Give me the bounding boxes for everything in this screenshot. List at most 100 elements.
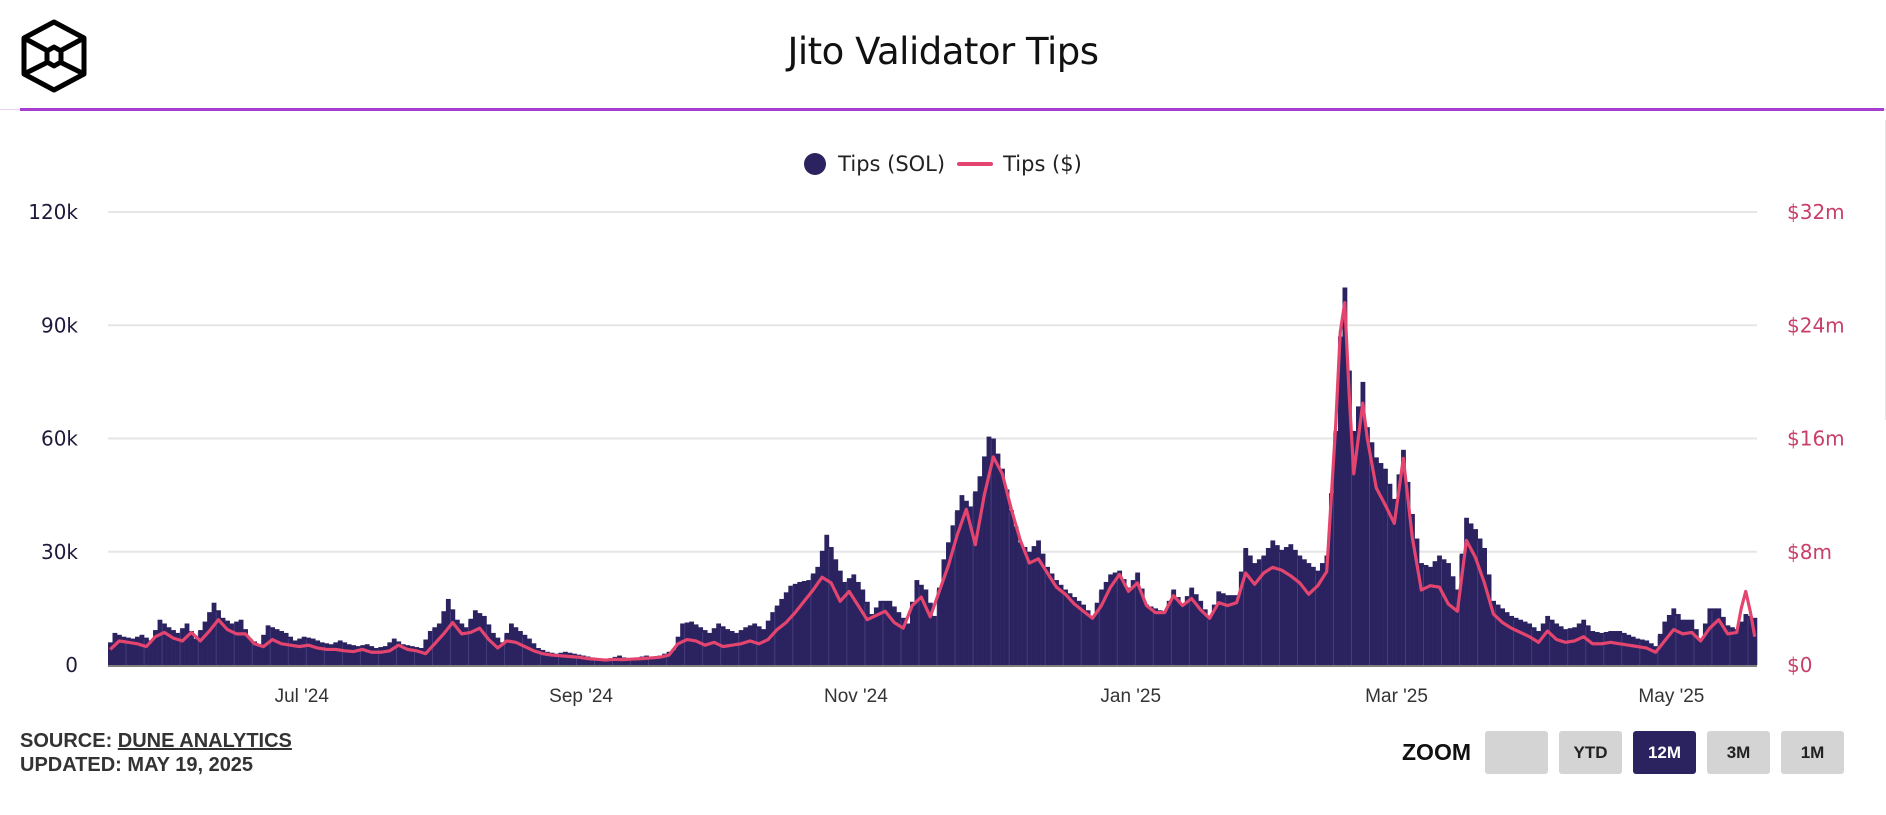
sol-bar	[1383, 468, 1388, 665]
sol-bar	[1711, 608, 1717, 666]
sol-bar	[400, 644, 406, 665]
sol-bar	[1464, 517, 1469, 665]
sol-bar	[1743, 614, 1749, 665]
sol-bar	[1626, 634, 1632, 665]
y-left-tick-label: 60k	[41, 427, 78, 451]
sol-bar	[1036, 540, 1041, 665]
sol-bar	[964, 500, 969, 665]
sol-bar	[112, 632, 118, 665]
zoom-button-12m[interactable]: 12M	[1633, 731, 1696, 774]
sol-bar	[1135, 572, 1141, 665]
sol-bar	[1527, 623, 1533, 665]
sol-bar	[662, 653, 667, 665]
sol-bar	[743, 627, 749, 665]
sol-bar	[504, 632, 510, 665]
sol-bar	[1495, 604, 1501, 665]
sol-bar	[369, 646, 375, 666]
sol-bar	[1306, 563, 1312, 665]
y-right-tick-label: $24m	[1787, 313, 1845, 337]
sol-bar	[603, 658, 609, 665]
sol-bar	[891, 606, 897, 665]
sol-bar	[220, 617, 226, 665]
sol-bar	[684, 622, 690, 665]
zoom-button-1m[interactable]: 1M	[1781, 731, 1844, 774]
sol-bar	[256, 644, 262, 665]
sol-bar	[1671, 608, 1677, 666]
sol-bar	[1027, 551, 1032, 665]
sol-bar	[297, 638, 303, 665]
sol-bar	[337, 640, 343, 665]
sol-bar	[1166, 600, 1172, 665]
sol-bar	[801, 581, 807, 665]
sol-bar	[905, 623, 911, 665]
source-link[interactable]: DUNE ANALYTICS	[117, 730, 292, 752]
sol-bar	[1342, 287, 1348, 665]
sol-bar	[1040, 553, 1046, 665]
sol-bar	[747, 625, 753, 665]
sol-bar	[108, 642, 113, 665]
legend-label-sol: Tips (SOL)	[838, 152, 946, 176]
sol-bar	[310, 638, 316, 665]
zoom-button-all[interactable]	[1485, 731, 1548, 774]
sol-bar	[567, 652, 573, 665]
sol-bar	[342, 642, 348, 665]
sol-bar	[126, 637, 131, 665]
sol-bar	[1698, 638, 1704, 665]
sol-bar	[1378, 463, 1384, 665]
sol-bar	[797, 581, 803, 665]
sol-bar	[1572, 627, 1578, 665]
sol-bar	[445, 598, 451, 665]
sol-bar	[608, 658, 613, 665]
sol-bar	[243, 629, 248, 665]
sol-bar	[1639, 639, 1645, 665]
sol-bar	[315, 640, 321, 665]
sol-bar	[1612, 631, 1618, 665]
sol-bar	[1513, 617, 1519, 665]
zoom-button-3m[interactable]: 3M	[1707, 731, 1770, 774]
y-right-tick-label: $8m	[1787, 540, 1832, 564]
sol-bar	[1635, 638, 1641, 665]
sol-bar	[360, 645, 366, 665]
sol-bar	[1265, 547, 1271, 665]
sol-bar	[1261, 555, 1267, 665]
sol-bar	[828, 547, 834, 665]
sol-bar	[950, 525, 956, 665]
sol-bar	[937, 587, 942, 665]
sol-bar	[671, 649, 676, 665]
sol-bar	[1558, 626, 1564, 665]
sol-bar	[1396, 474, 1402, 665]
sol-bar	[391, 638, 397, 665]
sol-bar	[1738, 621, 1744, 665]
sol-bar	[1374, 457, 1379, 666]
sol-bar	[1657, 633, 1663, 665]
sol-bar	[698, 627, 704, 665]
sol-bar	[1238, 571, 1244, 665]
sol-bar	[1644, 640, 1650, 665]
sol-bar	[1702, 623, 1708, 665]
sol-bar	[432, 627, 438, 665]
sol-bar	[1693, 629, 1699, 665]
sol-bar	[1477, 538, 1483, 665]
sol-bar	[1198, 600, 1204, 665]
legend-item-sol[interactable]: Tips (SOL)	[804, 152, 945, 176]
sol-bar	[1419, 563, 1424, 665]
sol-bar	[774, 605, 780, 665]
sol-bar	[873, 607, 879, 665]
footer-info: SOURCE: DUNE ANALYTICS UPDATED: MAY 19, …	[20, 729, 292, 777]
sol-bar	[900, 617, 906, 665]
sol-bar	[1049, 573, 1055, 665]
sol-bar	[824, 534, 830, 665]
sol-bar	[1392, 498, 1397, 665]
sol-bar	[1292, 549, 1298, 665]
sol-bar	[729, 631, 735, 665]
sol-bar	[468, 618, 474, 665]
sol-bar	[558, 652, 564, 665]
sol-bar	[554, 653, 559, 665]
sol-bar	[1675, 614, 1681, 665]
legend-item-usd[interactable]: Tips ($)	[957, 152, 1082, 176]
sol-bar	[1220, 593, 1226, 665]
sol-bar	[234, 621, 239, 665]
sol-bar	[590, 657, 595, 665]
zoom-button-ytd[interactable]: YTD	[1559, 731, 1622, 774]
